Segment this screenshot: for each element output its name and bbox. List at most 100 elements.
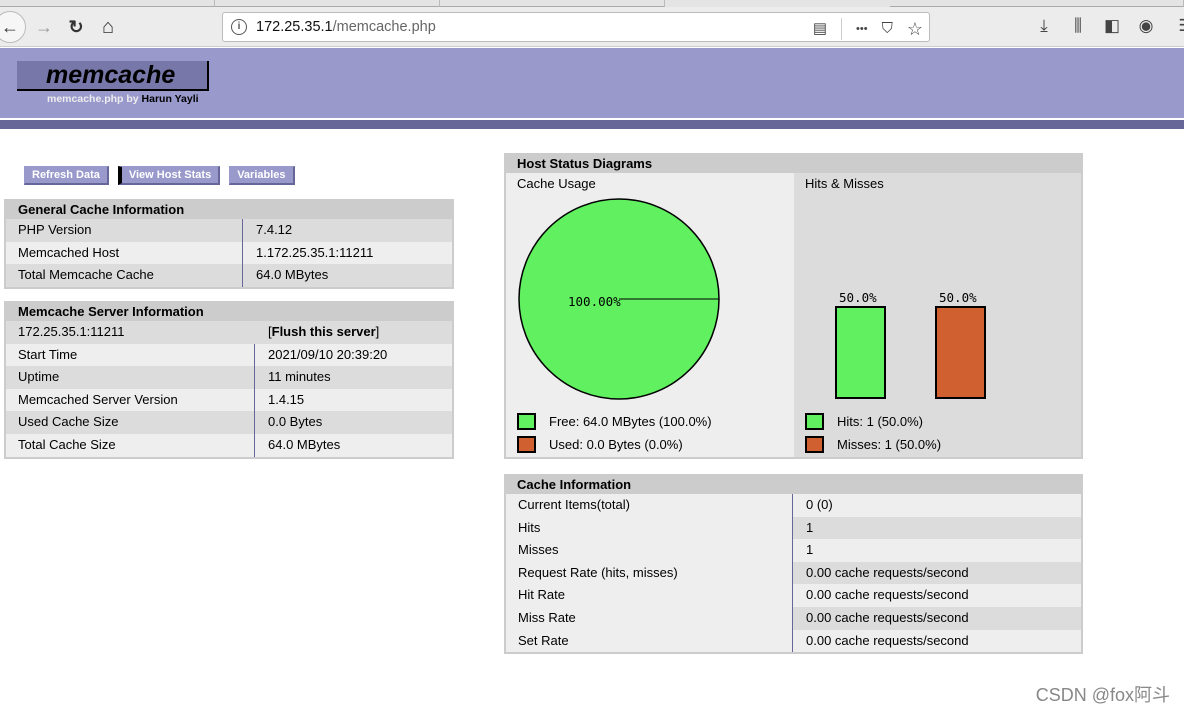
row-key: Start Time [6, 343, 255, 367]
hits-misses-label: Hits & Misses [805, 176, 884, 191]
row-value: 1.172.25.35.1:11211 [256, 244, 374, 260]
table-row: Set Rate 0.00 cache requests/second [506, 629, 1081, 653]
table-title: Memcache Server Information [18, 304, 204, 319]
menu-icon[interactable]: ☰ [1176, 17, 1184, 35]
legend-free-text: Free: 64.0 MBytes (100.0%) [549, 414, 712, 429]
home-button[interactable]: ⌂ [96, 15, 120, 39]
orange-swatch [517, 436, 536, 453]
row-value: 64.0 MBytes [268, 436, 341, 452]
table-row: Used Cache Size 0.0 Bytes [6, 411, 452, 434]
page-actions-icon[interactable]: ••• [856, 23, 868, 35]
table-row: Total Memcache Cache 64.0 MBytes [6, 264, 452, 287]
table-row: PHP Version 7.4.12 [6, 219, 452, 242]
row-key: Total Memcache Cache [6, 264, 243, 287]
browser-tab[interactable] [0, 0, 215, 7]
browser-tab[interactable] [215, 0, 440, 7]
header-separator [0, 118, 1184, 120]
account-icon[interactable]: ◉ [1138, 16, 1154, 35]
table-row: Hits 1 [506, 516, 1081, 540]
misses-bar [935, 306, 986, 399]
table-row: Request Rate (hits, misses) 0.00 cache r… [506, 561, 1081, 585]
legend-hits-text: Hits: 1 (50.0%) [837, 414, 923, 429]
general-cache-info-table: General Cache Information PHP Version 7.… [4, 199, 454, 289]
browser-tab[interactable] [440, 0, 665, 7]
table-row: Start Time 2021/09/10 20:39:20 [6, 343, 452, 367]
row-value: 1 [793, 516, 1081, 540]
green-swatch [805, 413, 824, 430]
page-header: memcache memcache.php by Harun Yayli [0, 48, 1184, 118]
row-value: 1.4.15 [268, 391, 305, 407]
row-key: Miss Rate [506, 606, 793, 630]
url-path: /memcache.php [332, 19, 436, 35]
reload-icon: ↻ [68, 16, 84, 37]
view-host-stats-button[interactable]: View Host Stats [117, 166, 221, 185]
cache-usage-panel: Cache Usage 100.00% Free: 64.0 MBytes (1… [506, 173, 794, 457]
orange-swatch [805, 436, 824, 453]
forward-arrow-icon: → [35, 16, 53, 37]
row-key: Hit Rate [506, 584, 793, 607]
flush-server-cell: [Flush this server] [255, 321, 379, 344]
table-row: Memcached Server Version 1.4.15 [6, 388, 452, 412]
refresh-data-button[interactable]: Refresh Data [24, 166, 109, 185]
reload-button[interactable]: ↻ [64, 15, 88, 39]
menu-buttons: Refresh Data View Host Stats Variables [24, 166, 295, 185]
green-swatch [517, 413, 536, 430]
library-icon[interactable]: ⫼ [1074, 16, 1082, 35]
host-status-diagrams: Host Status Diagrams Cache Usage 100.00%… [504, 153, 1083, 459]
pie-percent-label: 100.00% [568, 294, 621, 309]
variables-button[interactable]: Variables [229, 166, 295, 185]
header-bar [0, 120, 1184, 129]
row-key: Used Cache Size [6, 411, 255, 434]
flush-server-link[interactable]: Flush this server [271, 324, 376, 339]
row-key: Uptime [6, 366, 255, 389]
legend-hits: Hits: 1 (50.0%) [805, 413, 923, 430]
row-key: Current Items(total) [506, 494, 793, 517]
row-key: Memcached Server Version [6, 388, 255, 412]
table-row: Current Items(total) 0 (0) [506, 494, 1081, 517]
table-row: 172.25.35.1:11211 [Flush this server] [6, 321, 452, 344]
reader-view-icon[interactable]: ▤ [812, 20, 828, 37]
legend-used-text: Used: 0.0 Bytes (0.0%) [549, 437, 683, 452]
download-icon[interactable]: ⤓ [1040, 16, 1048, 35]
forward-button[interactable]: → [32, 15, 56, 39]
table-title: General Cache Information [18, 202, 185, 217]
pocket-icon[interactable]: ⛉ [881, 20, 893, 37]
logo-text: memcache [46, 61, 176, 89]
legend-free: Free: 64.0 MBytes (100.0%) [517, 413, 712, 430]
row-value: 2021/09/10 20:39:20 [268, 346, 388, 362]
site-info-icon[interactable]: i [231, 19, 247, 35]
sidebar-icon[interactable]: ◧ [1103, 16, 1121, 35]
url-host: 172.25.35.1 [256, 19, 333, 35]
back-button[interactable]: ← [0, 11, 26, 43]
row-key: PHP Version [6, 219, 243, 242]
table-row: Misses 1 [506, 539, 1081, 562]
row-value: 0.0 Bytes [268, 414, 323, 430]
bracket: ] [375, 324, 380, 339]
logo: memcache [17, 61, 209, 91]
url-divider [841, 18, 843, 40]
hits-bar [835, 306, 886, 399]
watermark: CSDN @fox阿斗 [1035, 685, 1170, 705]
author-name: Harun Yayli [141, 93, 199, 105]
row-key: Misses [506, 539, 793, 562]
hits-percent-label: 50.0% [839, 290, 877, 305]
url-text[interactable]: 172.25.35.1/memcache.php [256, 19, 436, 35]
row-key: Memcached Host [6, 241, 243, 265]
bookmark-star-icon[interactable]: ☆ [906, 19, 923, 39]
script-name: memcache.php by [47, 93, 139, 105]
back-arrow-icon: ← [1, 16, 19, 37]
diagrams-title: Host Status Diagrams [517, 156, 653, 171]
row-value: 0.00 cache requests/second [793, 561, 1081, 585]
row-value: 1 [806, 542, 814, 558]
browser-tab[interactable] [890, 0, 1184, 7]
cache-info-table: Cache Information Current Items(total) 0… [504, 474, 1083, 655]
row-key: Hits [506, 516, 793, 540]
table-title: Cache Information [517, 477, 632, 492]
table-row: Uptime 11 minutes [6, 366, 452, 389]
table-row: Miss Rate 0.00 cache requests/second [506, 606, 1081, 630]
cache-usage-label: Cache Usage [517, 176, 596, 191]
row-key: Request Rate (hits, misses) [506, 561, 793, 585]
url-bar[interactable]: i 172.25.35.1/memcache.php ▤ ••• ⛉ ☆ [222, 12, 930, 42]
table-row: Hit Rate 0.00 cache requests/second [506, 584, 1081, 607]
server-name: 172.25.35.1:11211 [18, 324, 125, 339]
